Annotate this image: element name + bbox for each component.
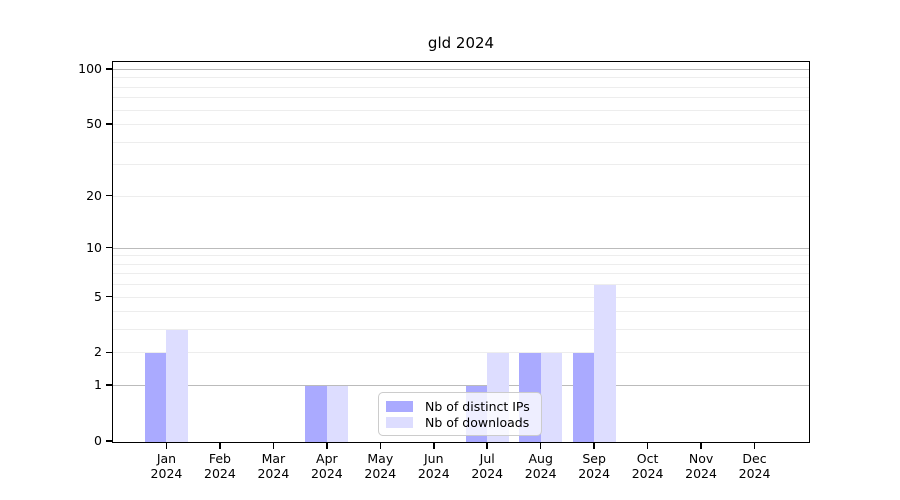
y-tick-50 [105, 123, 112, 125]
bar-apr-downloads [326, 386, 349, 442]
bar-apr-distinct-ips [305, 386, 327, 442]
y-tick-label-2: 2 [94, 344, 102, 360]
x-tick-jun [433, 442, 435, 449]
gridline-minor-2 [113, 352, 809, 354]
x-tick-aug [539, 442, 542, 449]
bar-sep-distinct-ips [572, 353, 595, 442]
legend-swatch-downloads [386, 416, 413, 428]
x-tick-label-may: May 2024 [364, 451, 397, 481]
gridline-major-10 [113, 247, 809, 249]
x-tick-label-jun: Jun 2024 [417, 451, 450, 481]
legend-row-distinct-ips: Nb of distinct IPs [386, 398, 535, 414]
x-tick-label-aug: Aug 2024 [524, 451, 557, 481]
gridline-minor-6 [113, 284, 809, 286]
gridline-minor-30 [113, 164, 809, 166]
x-tick-label-dec: Dec 2024 [738, 451, 771, 481]
plot-area: Jan 2024 Feb 2024 Mar 2024 Apr 2024 May 2024… [78, 61, 810, 481]
x-tick-sep [593, 442, 595, 449]
bar-jan-distinct-ips [144, 353, 167, 442]
gridline-major-100 [113, 68, 809, 70]
x-tick-label-jul: Jul 2024 [471, 451, 504, 481]
legend-label-downloads: Nb of downloads [425, 414, 530, 430]
x-tick-label-feb: Feb 2024 [204, 451, 236, 481]
y-tick-20 [105, 194, 112, 197]
gridline-minor-8 [113, 263, 809, 265]
y-tick-2 [105, 351, 112, 354]
y-tick-5 [105, 295, 112, 298]
x-tick-feb [219, 442, 221, 449]
legend-swatch-distinct-ips [386, 400, 413, 412]
y-tick-label-10: 10 [86, 239, 102, 255]
y-tick-label-100: 100 [78, 61, 102, 76]
x-tick-label-oct: Oct 2024 [631, 451, 664, 481]
legend: Nb of distinct IPs Nb of downloads [378, 392, 542, 436]
y-tick-100 [105, 68, 112, 70]
gridline-minor-40 [113, 141, 809, 143]
y-tick-label-20: 20 [86, 187, 102, 203]
legend-label-distinct-ips: Nb of distinct IPs [425, 398, 530, 414]
y-tick-label-50: 50 [86, 116, 102, 132]
gridline-minor-50 [113, 124, 809, 126]
x-tick-jan [165, 442, 168, 449]
x-tick-jul [486, 442, 488, 449]
gridline-minor-80 [113, 86, 809, 88]
gridline-minor-20 [113, 195, 809, 197]
gridline-minor-5 [113, 296, 809, 298]
gridline-minor-90 [113, 77, 809, 79]
y-tick-label-5: 5 [94, 288, 102, 304]
gridline-minor-9 [113, 255, 809, 257]
gridline-minor-7 [113, 273, 809, 275]
x-tick-label-mar: Mar 2024 [257, 451, 290, 481]
y-tick-1 [105, 384, 112, 386]
bar-aug-downloads [540, 353, 563, 442]
x-tick-apr [326, 442, 328, 449]
y-tick-label-0: 0 [94, 433, 102, 448]
gridline-major-1 [113, 385, 809, 387]
x-tick-label-jan: Jan 2024 [150, 451, 183, 481]
x-tick-label-sep: Sep 2024 [578, 451, 611, 481]
gridline-minor-3 [113, 329, 809, 331]
x-tick-dec [753, 442, 756, 449]
y-tick-0 [105, 440, 112, 442]
gridline-minor-70 [113, 97, 809, 99]
x-tick-label-nov: Nov 2024 [685, 451, 717, 481]
x-tick-mar [272, 442, 275, 449]
x-tick-may [379, 442, 382, 449]
chart-title: gld 2024 [427, 34, 495, 52]
bar-jan-downloads [166, 330, 188, 442]
gridline-minor-60 [113, 109, 809, 111]
gridline-minor-4 [113, 311, 809, 313]
bar-sep-downloads [594, 285, 616, 442]
x-tick-label-apr: Apr 2024 [310, 451, 343, 481]
legend-row-downloads: Nb of downloads [386, 414, 535, 430]
x-tick-nov [700, 442, 702, 449]
x-tick-oct [646, 442, 649, 449]
y-tick-label-1: 1 [94, 377, 102, 393]
y-tick-10 [105, 246, 112, 249]
